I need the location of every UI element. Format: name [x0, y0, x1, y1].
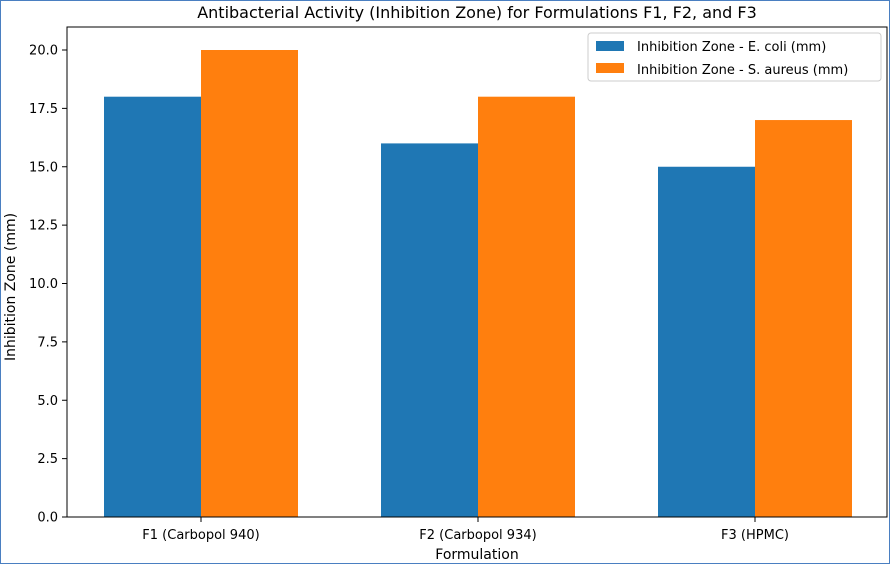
y-axis-ticks: 0.0 2.5 5.0 7.5 10.0 12.5 15.0 17.5 20.0	[29, 44, 67, 526]
y-tick-label: 7.5	[37, 335, 58, 350]
bar-e-coli-2	[381, 143, 478, 517]
y-tick-label: 12.5	[29, 219, 58, 234]
y-tick-label: 17.5	[29, 102, 58, 117]
legend-label-e-coli: Inhibition Zone - E. coli (mm)	[637, 40, 826, 55]
x-tick-label: F1 (Carbopol 940)	[142, 528, 259, 543]
legend-swatch-s-aureus	[596, 63, 624, 73]
y-tick-label: 0.0	[37, 511, 58, 526]
bar-s-aureus-2	[478, 96, 575, 517]
legend-box	[587, 32, 882, 82]
bar-e-coli-3	[658, 166, 755, 517]
y-tick-label: 20.0	[29, 44, 58, 59]
chart-title: Antibacterial Activity (Inhibition Zone)…	[197, 3, 757, 22]
y-tick-label: 15.0	[29, 160, 58, 175]
plot-area-border	[66, 26, 888, 518]
legend-swatch-e-coli	[596, 41, 624, 51]
bar-e-coli-1	[104, 96, 201, 517]
legend-label-s-aureus: Inhibition Zone - S. aureus (mm)	[637, 63, 848, 78]
x-tick-label: F2 (Carbopol 934)	[419, 528, 536, 543]
y-tick-label: 5.0	[37, 394, 58, 409]
legend: Inhibition Zone - E. coli (mm) Inhibitio…	[587, 32, 882, 82]
x-axis-label: Formulation	[435, 547, 518, 563]
x-axis-ticks: F1 (Carbopol 940) F2 (Carbopol 934) F3 (HP…	[142, 517, 789, 543]
bar-s-aureus-1	[201, 50, 298, 517]
bars-group	[104, 50, 852, 518]
bar-s-aureus-3	[755, 120, 852, 518]
y-tick-label: 10.0	[29, 277, 58, 292]
y-tick-label: 2.5	[37, 452, 58, 467]
y-axis-label: Inhibition Zone (mm)	[3, 213, 19, 361]
x-tick-label: F3 (HPMC)	[721, 528, 789, 543]
